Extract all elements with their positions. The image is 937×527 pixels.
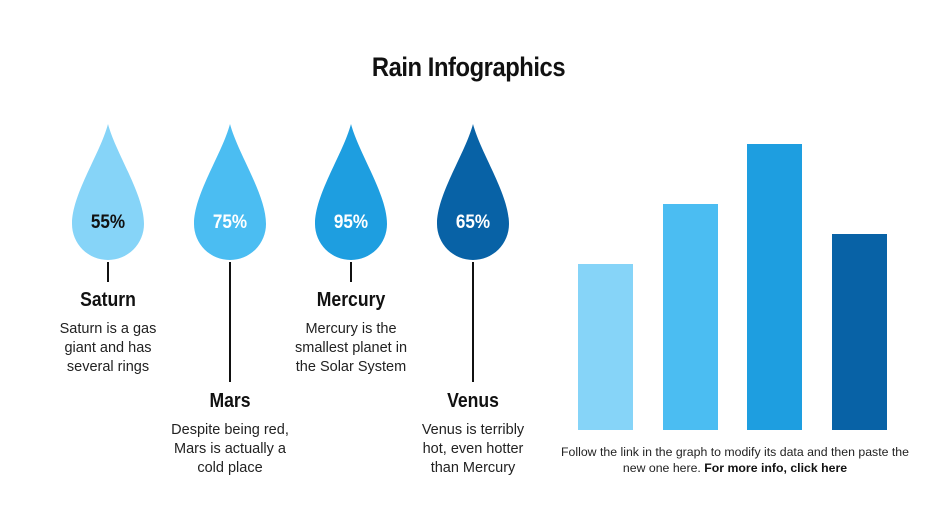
drop-percent: 75% (212, 212, 248, 233)
raindrop-icon (437, 124, 509, 260)
stem-line (229, 262, 231, 382)
planet-description: Despite being red, Mars is actually a co… (171, 422, 289, 476)
stem-line (472, 262, 474, 382)
drop-mars: 75% (194, 124, 266, 264)
planet-name: Saturn (80, 289, 136, 311)
planet-name: Venus (447, 390, 499, 412)
planet-description: Venus is terribly hot, even hotter than … (421, 422, 525, 476)
page-title: Rain Infographics (371, 52, 566, 82)
drop-mercury: 95% (315, 124, 387, 264)
bar-saturn[interactable] (578, 264, 633, 430)
bar-chart[interactable] (570, 130, 900, 430)
stem-line (350, 262, 352, 282)
chart-caption: Follow the link in the graph to modify i… (560, 444, 910, 476)
planet-description: Mercury is the smallest planet in the So… (294, 321, 408, 375)
raindrop-icon (72, 124, 144, 260)
raindrop-icon (194, 124, 266, 260)
planet-name: Mars (209, 390, 251, 412)
raindrop-icon (315, 124, 387, 260)
stem-line (107, 262, 109, 282)
drop-saturn: 55% (72, 124, 144, 264)
drop-percent: 65% (455, 212, 491, 233)
caption-text: Follow the link in the graph to modify i… (561, 445, 909, 475)
bar-venus[interactable] (832, 234, 887, 430)
drop-venus: 65% (437, 124, 509, 264)
drop-percent: 95% (333, 212, 369, 233)
planet-name: Mercury (316, 289, 386, 311)
drop-percent: 55% (90, 212, 126, 233)
bar-mars[interactable] (663, 204, 718, 430)
bar-mercury[interactable] (747, 144, 802, 430)
more-info-link[interactable]: For more info, click here (704, 461, 848, 475)
planet-description: Saturn is a gas giant and has several ri… (59, 321, 157, 375)
